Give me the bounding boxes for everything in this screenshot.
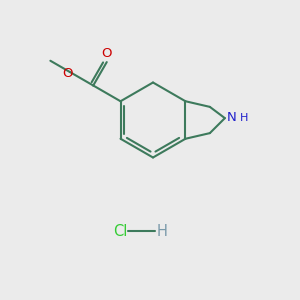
Text: H: H — [240, 112, 248, 122]
Text: O: O — [62, 67, 73, 80]
Text: O: O — [101, 47, 112, 60]
Text: N: N — [227, 111, 237, 124]
Text: H: H — [157, 224, 167, 238]
Text: Cl: Cl — [113, 224, 127, 238]
